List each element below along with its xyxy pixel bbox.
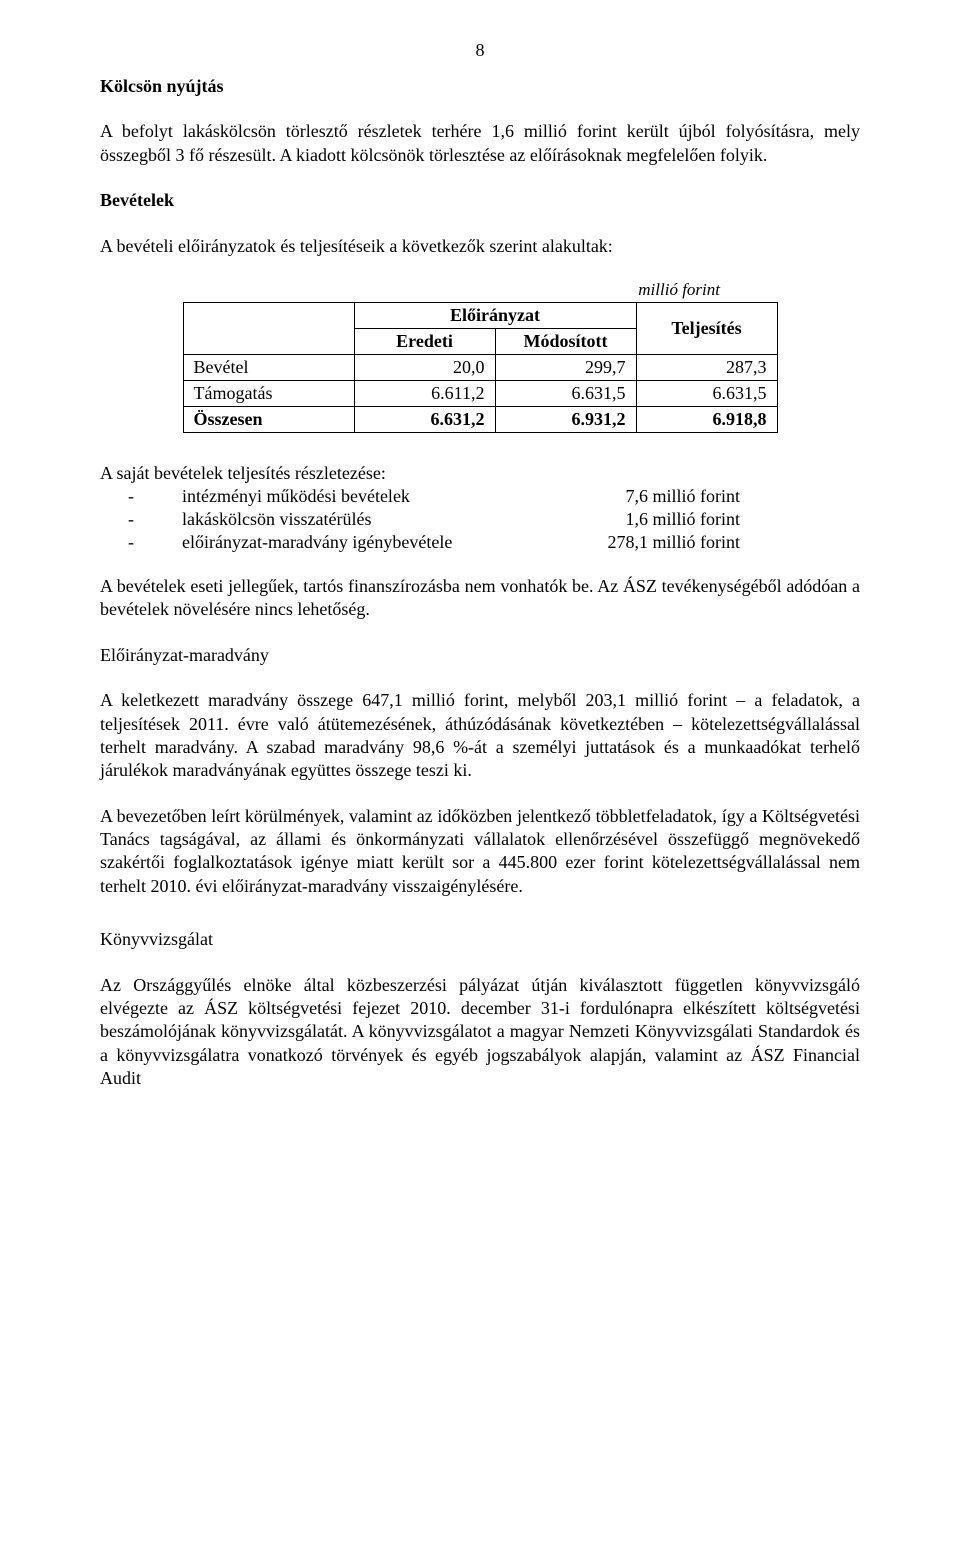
table-cell-label: Bevétel	[183, 354, 354, 380]
bevetelek-table-wrap: millió forint Előirányzat Teljesítés Ere…	[100, 280, 860, 433]
table-row: Összesen 6.631,2 6.931,2 6.918,8	[183, 406, 777, 432]
list-item: - intézményi működési bevételek 7,6 mill…	[100, 486, 860, 507]
table-row: Támogatás 6.611,2 6.631,5 6.631,5	[183, 380, 777, 406]
breakdown-intro: A saját bevételek teljesítés részletezés…	[100, 463, 860, 484]
table-header-modositott: Módosított	[495, 328, 636, 354]
breakdown-value: 1,6 millió forint	[560, 509, 860, 530]
maradvany-para2: A bevezetőben leírt körülmények, valamin…	[100, 805, 860, 899]
konyvvizsgalat-title: Könyvvizsgálat	[100, 928, 860, 951]
maradvany-para1: A keletkezett maradvány összege 647,1 mi…	[100, 689, 860, 783]
page-number: 8	[100, 40, 860, 61]
table-cell: 6.631,2	[354, 406, 495, 432]
konyvvizsgalat-para: Az Országgyűlés elnöke által közbeszerzé…	[100, 974, 860, 1091]
bevetelek-intro: A bevételi előirányzatok és teljesítései…	[100, 235, 860, 258]
table-header-group: Előirányzat	[354, 302, 636, 328]
table-cell: 299,7	[495, 354, 636, 380]
breakdown-label: intézményi működési bevételek	[182, 486, 560, 507]
table-header-eredeti: Eredeti	[354, 328, 495, 354]
table-unit-label: millió forint	[638, 280, 720, 300]
kolcson-title: Kölcsön nyújtás	[100, 76, 224, 96]
table-cell: 20,0	[354, 354, 495, 380]
table-cell-label: Támogatás	[183, 380, 354, 406]
table-cell: 6.631,5	[495, 380, 636, 406]
breakdown-value: 278,1 millió forint	[560, 532, 860, 553]
breakdown-list: - intézményi működési bevételek 7,6 mill…	[100, 486, 860, 553]
table-body: Bevétel 20,0 299,7 287,3 Támogatás 6.611…	[183, 354, 777, 432]
document-page: 8 Kölcsön nyújtás A befolyt lakáskölcsön…	[0, 0, 960, 1153]
maradvany-title: Előirányzat-maradvány	[100, 644, 860, 667]
table-cell: 6.611,2	[354, 380, 495, 406]
dash-icon: -	[100, 486, 182, 507]
dash-icon: -	[100, 532, 182, 553]
bevetelek-table: Előirányzat Teljesítés Eredeti Módosítot…	[183, 302, 778, 433]
table-cell-label: Összesen	[183, 406, 354, 432]
list-item: - lakáskölcsön visszatérülés 1,6 millió …	[100, 509, 860, 530]
bevetelek-after-paragraph: A bevételek eseti jellegűek, tartós fina…	[100, 575, 860, 622]
table-header-teljesites: Teljesítés	[636, 302, 777, 354]
breakdown-label: előirányzat-maradvány igénybevétele	[182, 532, 560, 553]
dash-icon: -	[100, 509, 182, 530]
kolcson-paragraph: A befolyt lakáskölcsön törlesztő részlet…	[100, 120, 860, 167]
table-cell: 6.631,5	[636, 380, 777, 406]
section-kolcson: Kölcsön nyújtás	[100, 75, 860, 98]
list-item: - előirányzat-maradvány igénybevétele 27…	[100, 532, 860, 553]
breakdown-label: lakáskölcsön visszatérülés	[182, 509, 560, 530]
table-cell: 287,3	[636, 354, 777, 380]
table-header-empty	[183, 302, 354, 354]
table-cell: 6.931,2	[495, 406, 636, 432]
breakdown-value: 7,6 millió forint	[560, 486, 860, 507]
table-row: Bevétel 20,0 299,7 287,3	[183, 354, 777, 380]
breakdown-block: A saját bevételek teljesítés részletezés…	[100, 463, 860, 553]
table-cell: 6.918,8	[636, 406, 777, 432]
bevetelek-title: Bevételek	[100, 189, 860, 212]
